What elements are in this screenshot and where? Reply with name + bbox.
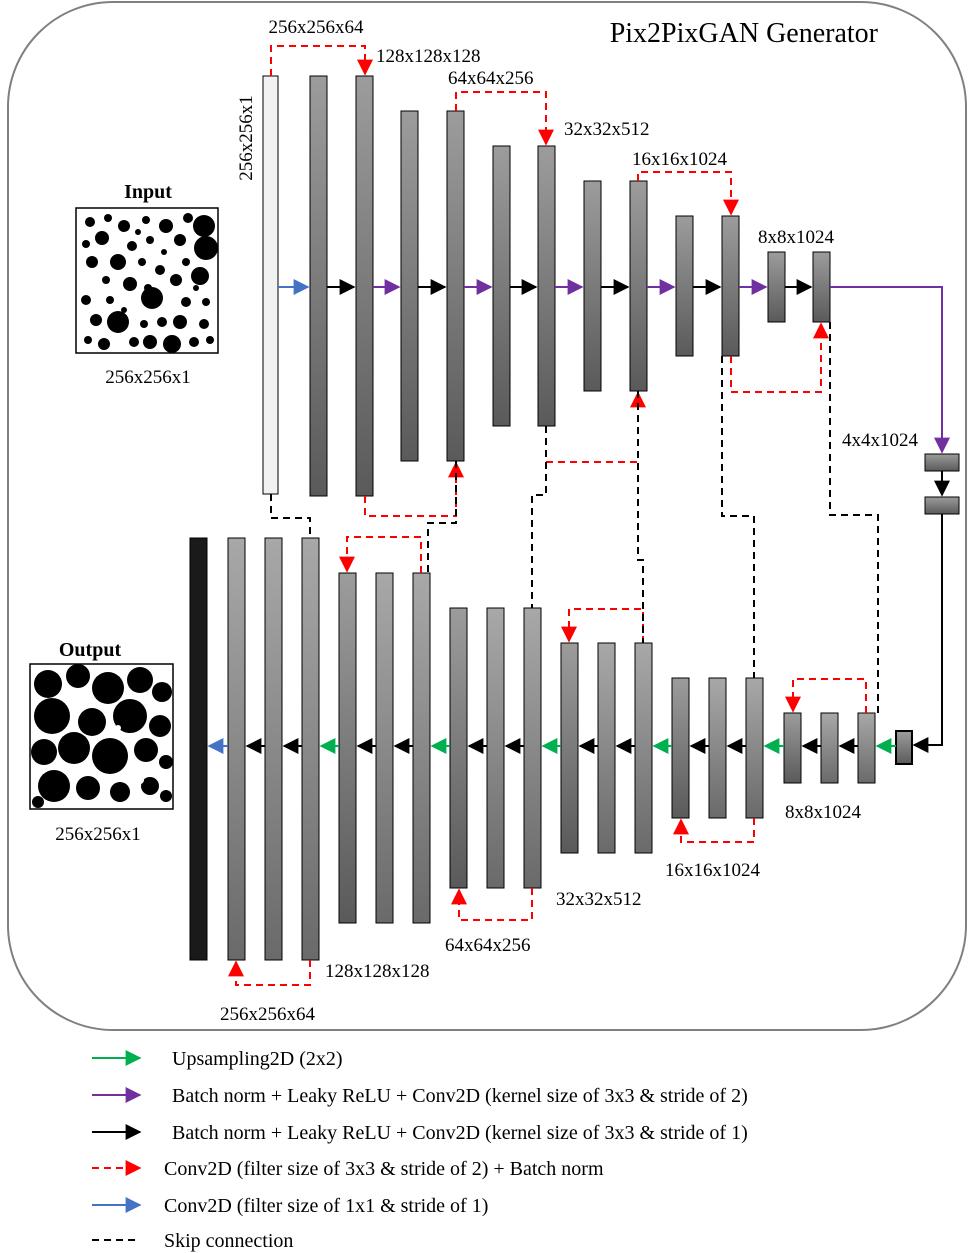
- label-e6: 8x8x1024: [758, 227, 835, 248]
- input-image: [75, 207, 219, 354]
- decoder-block-d3b: [486, 607, 505, 889]
- bottleneck-block-b: [924, 496, 960, 515]
- encoder-block-e5a: [675, 215, 694, 357]
- legend-item-skip: Skip connection: [92, 1230, 293, 1252]
- encoder-block-e6a: [767, 251, 786, 323]
- decoder-block-d3a: [449, 607, 468, 889]
- bottleneck-block-a: [924, 453, 960, 472]
- legend-item-conv-1x1: Conv2D (filter size of 1x1 & stride of 1…: [92, 1195, 488, 1217]
- label-d1: 256x256x64: [220, 1004, 316, 1025]
- output-heading: Output: [59, 639, 122, 661]
- input-dims: 256x256x1: [105, 367, 191, 388]
- label-bottleneck: 4x4x1024: [842, 430, 919, 451]
- decoder-block-d4a: [560, 642, 579, 854]
- legend-label-conv-1x1: Conv2D (filter size of 1x1 & stride of 1…: [164, 1195, 488, 1217]
- encoder-block-e2a: [400, 110, 419, 462]
- label-d2: 128x128x128: [325, 961, 430, 982]
- encoder-block-e2b: [446, 110, 465, 462]
- encoder-block-e4a: [583, 180, 602, 392]
- decoder-block-d6b: [820, 712, 839, 784]
- output-image: [29, 663, 174, 810]
- label-e3: 64x64x256: [448, 68, 534, 89]
- encoder-block-e4b: [629, 180, 648, 392]
- label-e1: 256x256x64: [269, 17, 365, 38]
- decoder-block-d1a: [227, 537, 246, 961]
- legend-item-conv-stride1: Batch norm + Leaky ReLU + Conv2D (kernel…: [92, 1122, 748, 1144]
- label-d6: 8x8x1024: [785, 802, 862, 823]
- legend-item-conv-stride2: Batch norm + Leaky ReLU + Conv2D (kernel…: [92, 1085, 748, 1107]
- encoder-block-e5b: [721, 215, 740, 357]
- legend-item-upsampling: Upsampling2D (2x2): [92, 1048, 343, 1070]
- diagram-frame: [7, 1, 967, 1031]
- diagram-title: Pix2PixGAN Generator: [610, 18, 879, 49]
- encoder-block-e3b: [537, 145, 556, 427]
- decoder-block-d6a: [783, 712, 802, 784]
- legend-label-skip: Skip connection: [164, 1230, 293, 1252]
- decoder-residual-connections: [228, 536, 867, 986]
- encoder-block-e1a: [309, 75, 328, 497]
- label-e5: 16x16x1024: [632, 149, 728, 170]
- output-layer-block: [189, 537, 208, 961]
- label-e2: 128x128x128: [376, 46, 481, 67]
- decoder-block-d4b: [597, 642, 616, 854]
- encoder-block-e1b: [355, 75, 374, 497]
- legend-label-upsampling: Upsampling2D (2x2): [172, 1048, 343, 1070]
- label-d3: 64x64x256: [445, 935, 531, 956]
- decoder-block-d1c: [301, 537, 320, 961]
- decoder-block-d2c: [412, 572, 431, 924]
- label-input-layer: 256x256x1: [236, 95, 257, 181]
- label-e4: 32x32x512: [564, 119, 650, 140]
- decoder-block-d2a: [338, 572, 357, 924]
- encoder-block-e3a: [492, 145, 511, 427]
- label-d5: 16x16x1024: [665, 860, 761, 881]
- decoder-block-d5a: [671, 677, 690, 819]
- input-heading: Input: [124, 181, 172, 203]
- legend-label-conv-stride1: Batch norm + Leaky ReLU + Conv2D (kernel…: [172, 1122, 748, 1144]
- skip-connections: [270, 322, 879, 713]
- decoder-block-d6c: [857, 712, 876, 784]
- encoder-forward-arrows: [278, 279, 950, 753]
- decoder-block-d5b: [708, 677, 727, 819]
- output-dims: 256x256x1: [55, 824, 141, 845]
- legend-item-conv-filter-stride2: Conv2D (filter size of 3x3 & stride of 2…: [92, 1158, 604, 1180]
- input-layer-block: [262, 75, 279, 495]
- decoder-block-d5c: [745, 677, 764, 819]
- bottleneck-upsample-block: [895, 730, 913, 765]
- decoder-block-d2b: [375, 572, 394, 924]
- legend: Upsampling2D (2x2) Batch norm + Leaky Re…: [92, 1048, 748, 1252]
- decoder-block-d4c: [634, 642, 653, 854]
- encoder-block-e6b: [812, 251, 831, 323]
- legend-label-conv-stride2: Batch norm + Leaky ReLU + Conv2D (kernel…: [172, 1085, 748, 1107]
- decoder-block-d3c: [523, 607, 542, 889]
- legend-label-conv-filter-stride2: Conv2D (filter size of 3x3 & stride of 2…: [164, 1158, 604, 1180]
- label-d4: 32x32x512: [556, 889, 642, 910]
- decoder-block-d1b: [264, 537, 283, 961]
